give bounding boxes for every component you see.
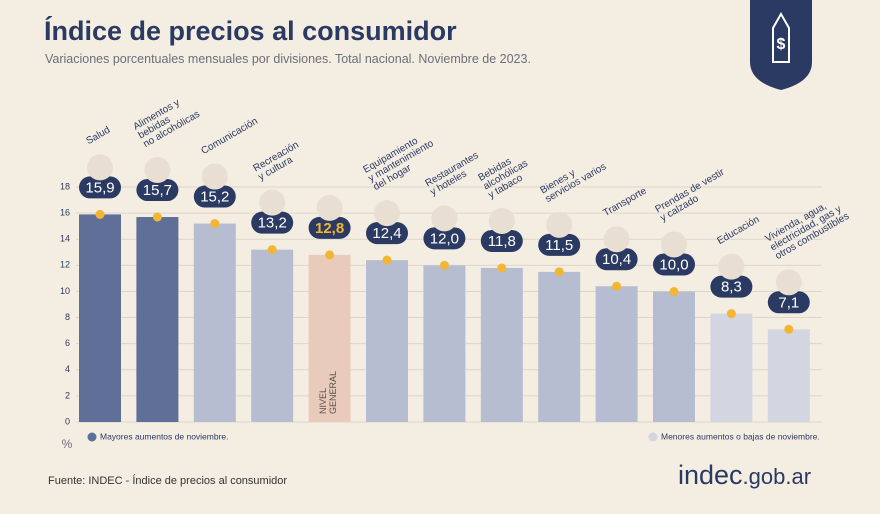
value-label: 12,0 xyxy=(430,230,459,247)
marker-dot xyxy=(612,281,622,291)
value-label: 11,5 xyxy=(545,237,573,254)
marker-dot xyxy=(325,250,335,260)
value-label: 11,8 xyxy=(488,233,516,250)
value-label: 8,3 xyxy=(721,279,742,296)
icon xyxy=(144,157,171,184)
value-badge xyxy=(423,227,466,250)
icon xyxy=(603,226,630,253)
value-badge xyxy=(308,216,351,239)
marker-dot xyxy=(382,255,392,265)
y-tick-label: 16 xyxy=(60,207,70,217)
marker-dot xyxy=(784,324,794,334)
bar xyxy=(136,217,179,422)
bar xyxy=(193,223,236,422)
icon xyxy=(201,163,228,190)
y-tick-label: 14 xyxy=(60,234,70,244)
marker-dot xyxy=(439,260,449,270)
tag-icon xyxy=(772,11,790,63)
value-badge xyxy=(710,275,753,298)
y-tick-label: 6 xyxy=(65,338,70,348)
y-tick-label: 18 xyxy=(60,181,70,191)
category-label: NIVEL GENERAL xyxy=(317,370,338,414)
icon xyxy=(316,194,343,221)
value-label: 13,2 xyxy=(258,215,287,232)
icon xyxy=(718,253,745,280)
y-axis-label: % xyxy=(62,437,73,451)
bar xyxy=(423,265,466,422)
bar xyxy=(366,260,408,422)
value-badge xyxy=(480,229,523,252)
source: Fuente: INDEC - Índice de precios al con… xyxy=(48,475,288,487)
value-label: 12,8 xyxy=(315,220,344,237)
dollar-icon: $ xyxy=(777,36,786,53)
value-badge xyxy=(767,291,810,314)
bar xyxy=(79,214,121,422)
y-tick-label: 2 xyxy=(65,390,70,400)
value-label: 15,9 xyxy=(85,179,114,196)
value-badge xyxy=(136,179,179,202)
icon xyxy=(546,211,573,238)
y-tick-label: 10 xyxy=(60,286,70,296)
icon xyxy=(87,154,113,181)
marker-dot xyxy=(726,309,736,319)
bar xyxy=(251,249,294,422)
marker-dot xyxy=(267,245,277,255)
bar xyxy=(710,313,753,422)
bar xyxy=(538,271,581,422)
marker-dot xyxy=(497,263,507,273)
value-badge xyxy=(79,176,121,199)
icon xyxy=(374,200,400,227)
y-tick-label: 8 xyxy=(65,312,70,322)
marker-dot xyxy=(554,267,564,277)
value-label: 15,2 xyxy=(200,189,229,206)
bar xyxy=(767,329,810,422)
legend-label: Menores aumentos o bajas de noviembre. xyxy=(661,431,820,441)
legend-dot xyxy=(87,432,97,442)
logo: indec.gob.ar xyxy=(678,460,811,491)
logo-main: indec xyxy=(678,460,743,490)
marker-dot xyxy=(669,286,679,296)
marker-dot xyxy=(210,219,220,229)
bar xyxy=(653,291,695,422)
title: Índice de precios al consumidor xyxy=(44,16,457,46)
value-badge xyxy=(538,233,581,256)
y-tick-label: 12 xyxy=(60,260,70,270)
value-label: 10,0 xyxy=(659,256,688,273)
subtitle: Variaciones porcentuales mensuales por d… xyxy=(45,52,531,66)
legend-dot xyxy=(648,432,658,442)
value-badge xyxy=(653,253,695,276)
bar xyxy=(595,286,638,422)
value-label: 10,4 xyxy=(602,251,631,268)
bar xyxy=(308,254,351,422)
value-label: 12,4 xyxy=(372,225,401,242)
value-badge xyxy=(193,185,236,208)
value-badge xyxy=(595,248,638,271)
value-badge xyxy=(251,211,294,234)
icon xyxy=(661,231,687,258)
marker-dot xyxy=(95,209,105,219)
bar xyxy=(480,267,523,422)
value-badge xyxy=(366,222,408,245)
value-label: 15,7 xyxy=(143,182,172,199)
value-label: 7,1 xyxy=(778,294,799,311)
icon xyxy=(775,269,802,296)
icon xyxy=(259,189,286,216)
badge-icon xyxy=(750,0,812,90)
icon xyxy=(431,205,458,232)
y-tick-label: 0 xyxy=(65,416,70,426)
icon xyxy=(488,207,515,234)
y-tick-label: 4 xyxy=(65,364,70,374)
legend-label: Mayores aumentos de noviembre. xyxy=(100,431,229,441)
marker-dot xyxy=(152,212,162,222)
logo-suffix: .gob.ar xyxy=(742,464,812,489)
